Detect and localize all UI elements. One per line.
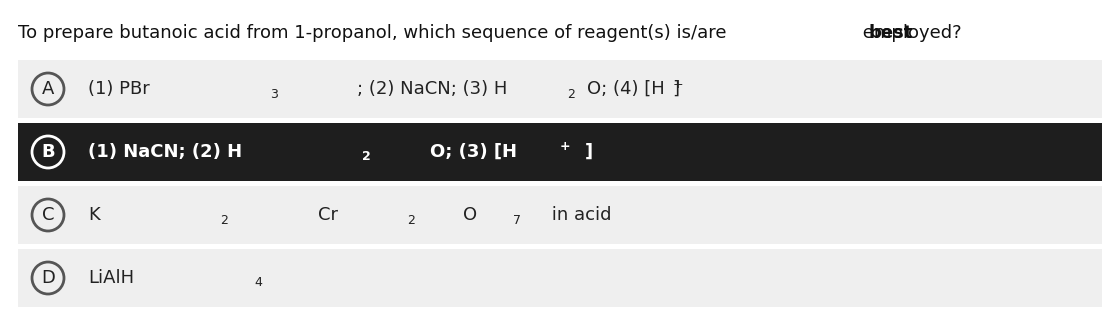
- FancyBboxPatch shape: [18, 249, 1102, 307]
- Text: +: +: [673, 77, 683, 90]
- Text: 4: 4: [254, 277, 262, 290]
- Text: LiAlH: LiAlH: [88, 269, 134, 287]
- Text: O; (4) [H: O; (4) [H: [587, 80, 665, 98]
- Text: 7: 7: [513, 214, 521, 227]
- Text: O; (3) [H: O; (3) [H: [430, 143, 516, 161]
- Text: 3: 3: [270, 87, 278, 100]
- Text: employed?: employed?: [857, 24, 962, 42]
- Text: K: K: [88, 206, 100, 224]
- Text: ; (2) NaCN; (3) H: ; (2) NaCN; (3) H: [357, 80, 507, 98]
- FancyBboxPatch shape: [18, 186, 1102, 244]
- Text: A: A: [41, 80, 54, 98]
- Text: ]: ]: [672, 80, 679, 98]
- Text: 2: 2: [220, 214, 227, 227]
- Text: (1) NaCN; (2) H: (1) NaCN; (2) H: [88, 143, 242, 161]
- Text: Cr: Cr: [318, 206, 338, 224]
- FancyBboxPatch shape: [18, 60, 1102, 118]
- FancyBboxPatch shape: [18, 123, 1102, 181]
- Text: D: D: [41, 269, 55, 287]
- Text: To prepare butanoic acid from 1-propanol, which sequence of reagent(s) is/are: To prepare butanoic acid from 1-propanol…: [18, 24, 732, 42]
- Ellipse shape: [32, 136, 64, 168]
- Text: +: +: [560, 140, 570, 153]
- Ellipse shape: [32, 73, 64, 105]
- Ellipse shape: [32, 262, 64, 294]
- Text: (1) PBr: (1) PBr: [88, 80, 150, 98]
- Text: best: best: [868, 24, 913, 42]
- Text: O: O: [463, 206, 477, 224]
- Text: B: B: [41, 143, 55, 161]
- Text: ]: ]: [585, 143, 592, 161]
- Text: C: C: [41, 206, 54, 224]
- Text: 2: 2: [567, 87, 575, 100]
- Text: 2: 2: [407, 214, 414, 227]
- Text: 2: 2: [363, 150, 371, 163]
- Text: in acid: in acid: [545, 206, 612, 224]
- Ellipse shape: [32, 199, 64, 231]
